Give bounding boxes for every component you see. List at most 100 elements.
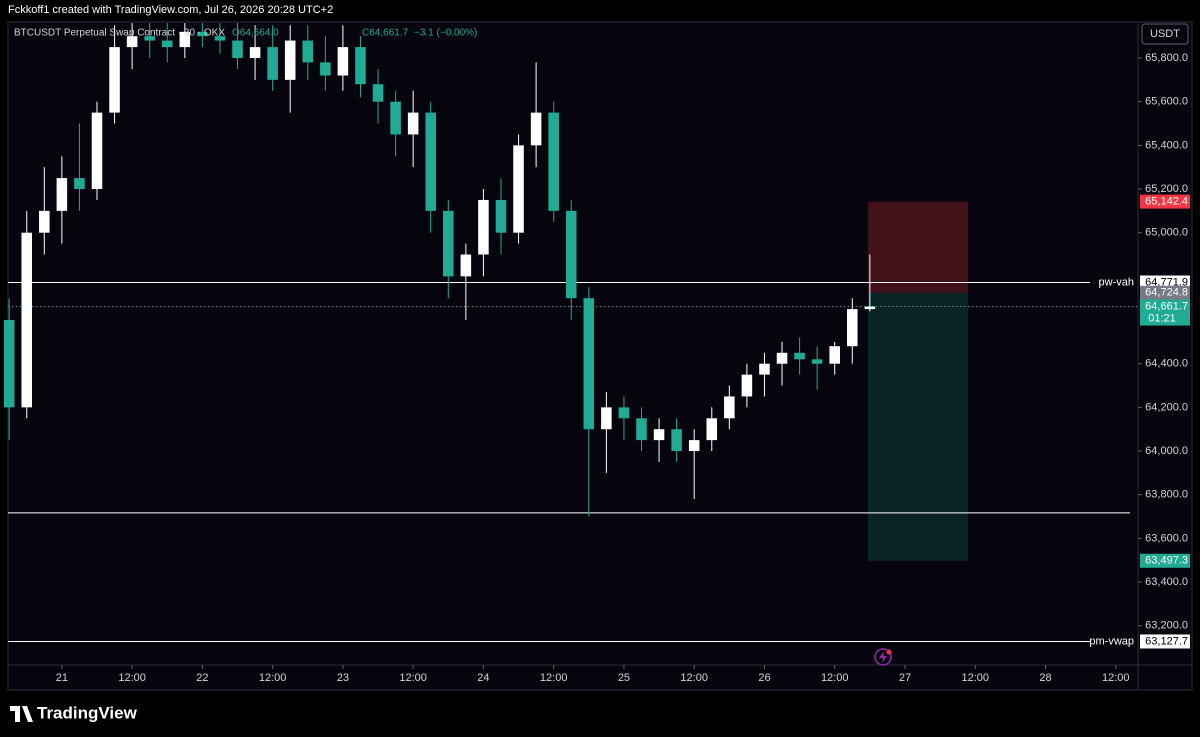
y-tick-label: 65,000.0 xyxy=(1145,227,1188,239)
candle-body xyxy=(847,309,858,347)
candle-body xyxy=(91,112,103,190)
y-tick-label: 65,200.0 xyxy=(1145,183,1188,195)
target-zone xyxy=(868,292,969,561)
level-label: 63,127.7 xyxy=(1145,635,1188,647)
x-tick-label: 12:00 xyxy=(118,672,146,684)
price-tag xyxy=(1140,285,1190,300)
x-tick-label: 12:00 xyxy=(259,672,287,684)
logo-mark xyxy=(10,706,33,722)
candle-body xyxy=(583,298,595,430)
x-tick-label: 12:00 xyxy=(399,672,427,684)
y-tick-label: 65,800.0 xyxy=(1145,52,1188,64)
candle-body xyxy=(811,359,823,364)
brand-logo: TradingView xyxy=(10,703,138,722)
candle-body xyxy=(548,112,559,211)
candle-body xyxy=(829,346,840,364)
candle-body xyxy=(759,363,770,375)
x-tick-label: 27 xyxy=(899,672,911,684)
candle-body xyxy=(478,199,489,255)
y-tick-label: 63,200.0 xyxy=(1145,620,1188,632)
candle-body xyxy=(56,178,68,211)
level-name: pw-vah xyxy=(1099,276,1134,288)
currency-label[interactable]: USDT xyxy=(1150,28,1180,40)
candle-body xyxy=(460,254,472,277)
x-tick-label: 12:00 xyxy=(961,672,989,684)
header-text: Fckkoff1 created with TradingView.com, J… xyxy=(8,4,333,16)
y-tick-label: 65,600.0 xyxy=(1145,96,1188,108)
plot xyxy=(3,23,1138,642)
brand-name: TradingView xyxy=(37,703,138,722)
chart-pane xyxy=(7,21,1193,691)
x-tick-label: 21 xyxy=(56,672,68,684)
price-tag xyxy=(1140,553,1190,568)
countdown: 01:21 xyxy=(1148,312,1176,324)
x-tick-label: 24 xyxy=(477,672,489,684)
candle-body xyxy=(443,210,454,277)
legend-value: O64,664.0 xyxy=(232,28,279,39)
price-tag-label: 63,497.3 xyxy=(1145,555,1188,567)
price-tag xyxy=(1140,194,1190,209)
y-tick-label: 63,600.0 xyxy=(1145,532,1188,544)
candle-body xyxy=(513,145,524,233)
y-tick-label: 63,800.0 xyxy=(1145,489,1188,501)
event-bolt xyxy=(879,651,887,663)
candle-body xyxy=(197,31,208,37)
price-tag-label: 64,661.7 xyxy=(1145,300,1188,312)
y-tick-label: 64,200.0 xyxy=(1145,401,1188,413)
x-tick-label: 12:00 xyxy=(680,672,708,684)
candle-body xyxy=(74,178,85,190)
x-tick-label: 25 xyxy=(618,672,630,684)
candle-body xyxy=(636,418,647,441)
candle-body xyxy=(601,407,612,430)
candle-body xyxy=(21,232,33,408)
x-tick-label: 12:00 xyxy=(821,672,849,684)
y-tick-label: 64,000.0 xyxy=(1145,445,1188,457)
candle-body xyxy=(144,36,155,41)
event-icon[interactable] xyxy=(874,648,892,666)
candle-body xyxy=(407,112,419,135)
event-dot xyxy=(886,649,892,655)
candle-body xyxy=(39,210,50,233)
x-tick-label: 12:00 xyxy=(1102,672,1130,684)
candle-body xyxy=(390,101,401,135)
y-tick-label: 63,400.0 xyxy=(1145,576,1188,588)
candle-body xyxy=(794,352,805,360)
candle-body xyxy=(565,210,577,299)
currency-button[interactable] xyxy=(1141,23,1189,45)
candle-body xyxy=(109,47,120,113)
candle-body xyxy=(320,62,331,76)
candle-body xyxy=(530,112,542,146)
candle-body xyxy=(126,36,138,48)
candle-body xyxy=(355,47,366,85)
candle-body xyxy=(302,40,314,63)
candle-body xyxy=(653,429,665,441)
y-tick-label: 65,400.0 xyxy=(1145,139,1188,151)
candle-body xyxy=(495,199,507,233)
legend-value: −3.1 (−0.00%) xyxy=(414,28,477,39)
legend-value: C64,661.7 xyxy=(362,28,409,39)
candle-body xyxy=(214,36,226,41)
candle-body xyxy=(179,31,191,48)
candle-body xyxy=(864,306,876,310)
candle-body xyxy=(232,40,243,59)
x-tick-label: 22 xyxy=(196,672,208,684)
level-name: pm-vwap xyxy=(1089,635,1134,647)
candle-body xyxy=(372,84,384,102)
level-tag xyxy=(1140,634,1190,649)
price-tag-label: 64,724.8 xyxy=(1145,287,1188,299)
candle-body xyxy=(688,440,700,452)
x-tick-label: 26 xyxy=(758,672,770,684)
price-tag-label: 65,142.4 xyxy=(1145,196,1188,208)
stop-zone xyxy=(868,201,969,293)
symbol-title: BTCUSDT Perpetual Swap Contract · 30 · O… xyxy=(14,28,225,39)
candle-body xyxy=(161,40,173,48)
candle-body xyxy=(249,47,261,59)
level-label: 64,771.9 xyxy=(1145,276,1188,288)
candle-body xyxy=(337,47,349,76)
price-tag xyxy=(1140,299,1190,326)
x-tick-label: 28 xyxy=(1039,672,1051,684)
candle-body xyxy=(284,40,296,80)
candle-body xyxy=(706,418,718,441)
candle-body xyxy=(671,429,682,452)
